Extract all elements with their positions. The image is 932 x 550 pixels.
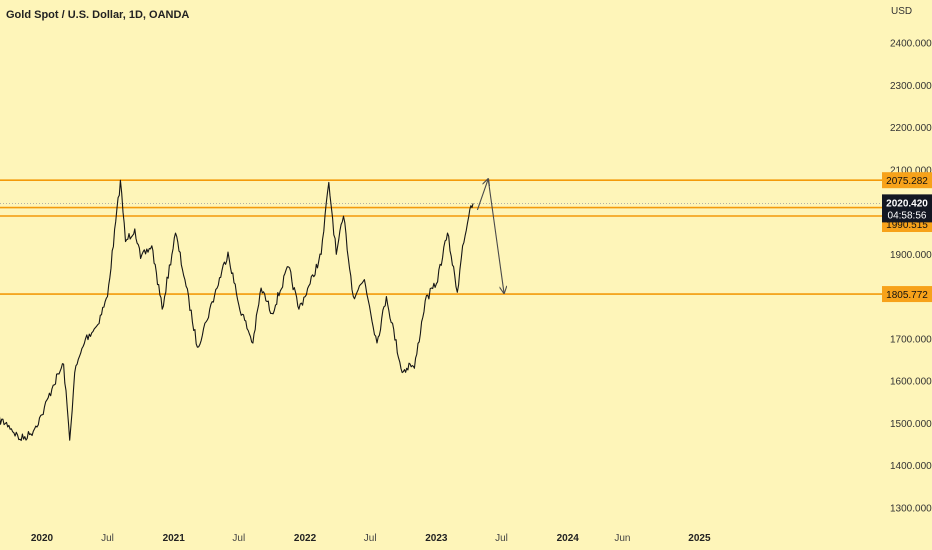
y-tick-label: 2300.000 — [890, 81, 932, 92]
countdown-label: 04:58:56 — [888, 210, 927, 221]
level-label: 1805.772 — [886, 290, 928, 301]
horizontal-levels — [0, 179, 882, 295]
price-axis: 2400.000 2300.000 2200.000 2100.000 1900.000… — [890, 39, 932, 515]
level-label-bg — [882, 172, 932, 189]
x-tick-label: 2022 — [294, 533, 317, 544]
y-tick-label: 1400.000 — [890, 461, 932, 472]
projection-arrow — [476, 179, 488, 211]
currency-label: USD — [891, 6, 913, 17]
x-tick-label: 2025 — [688, 533, 711, 544]
price-labels: 2075.2822010.6131990.5151805.7722020.420… — [882, 172, 932, 303]
level-label: 2075.282 — [886, 176, 928, 187]
current-price-bg — [882, 194, 932, 223]
chart-title: Gold Spot / U.S. Dollar, 1D, OANDA — [6, 9, 190, 21]
level-label-bg — [882, 286, 932, 303]
x-tick-label: 2024 — [557, 533, 580, 544]
price-line — [0, 179, 474, 442]
projection-arrow — [487, 178, 504, 293]
y-tick-label: 1700.000 — [890, 334, 932, 345]
y-tick-label: 1500.000 — [890, 419, 932, 430]
x-tick-label: Jul — [232, 533, 245, 544]
x-tick-label: Jul — [101, 533, 114, 544]
y-tick-label: 1300.000 — [890, 503, 932, 514]
x-tick-label: 2021 — [163, 533, 186, 544]
y-tick-label: 2200.000 — [890, 123, 932, 134]
time-axis: 2020 Jul 2021 Jul 2022 Jul 2023 Jul 2024 Jun 2025 — [31, 533, 711, 544]
x-tick-label: Jun — [614, 533, 630, 544]
x-tick-label: Jul — [364, 533, 377, 544]
current-price-label: 2020.420 — [886, 198, 928, 209]
x-tick-label: Jul — [495, 533, 508, 544]
x-tick-label: 2020 — [31, 533, 54, 544]
price-series — [0, 179, 474, 442]
price-scale-panel[interactable] — [882, 0, 932, 550]
y-tick-label: 2400.000 — [890, 39, 932, 50]
x-tick-label: 2023 — [425, 533, 448, 544]
y-tick-label: 1900.000 — [890, 250, 932, 261]
projection-arrows — [476, 178, 504, 293]
level-label: 1990.515 — [886, 220, 928, 231]
y-tick-label: 2100.000 — [890, 165, 932, 176]
y-tick-label: 1600.000 — [890, 377, 932, 388]
